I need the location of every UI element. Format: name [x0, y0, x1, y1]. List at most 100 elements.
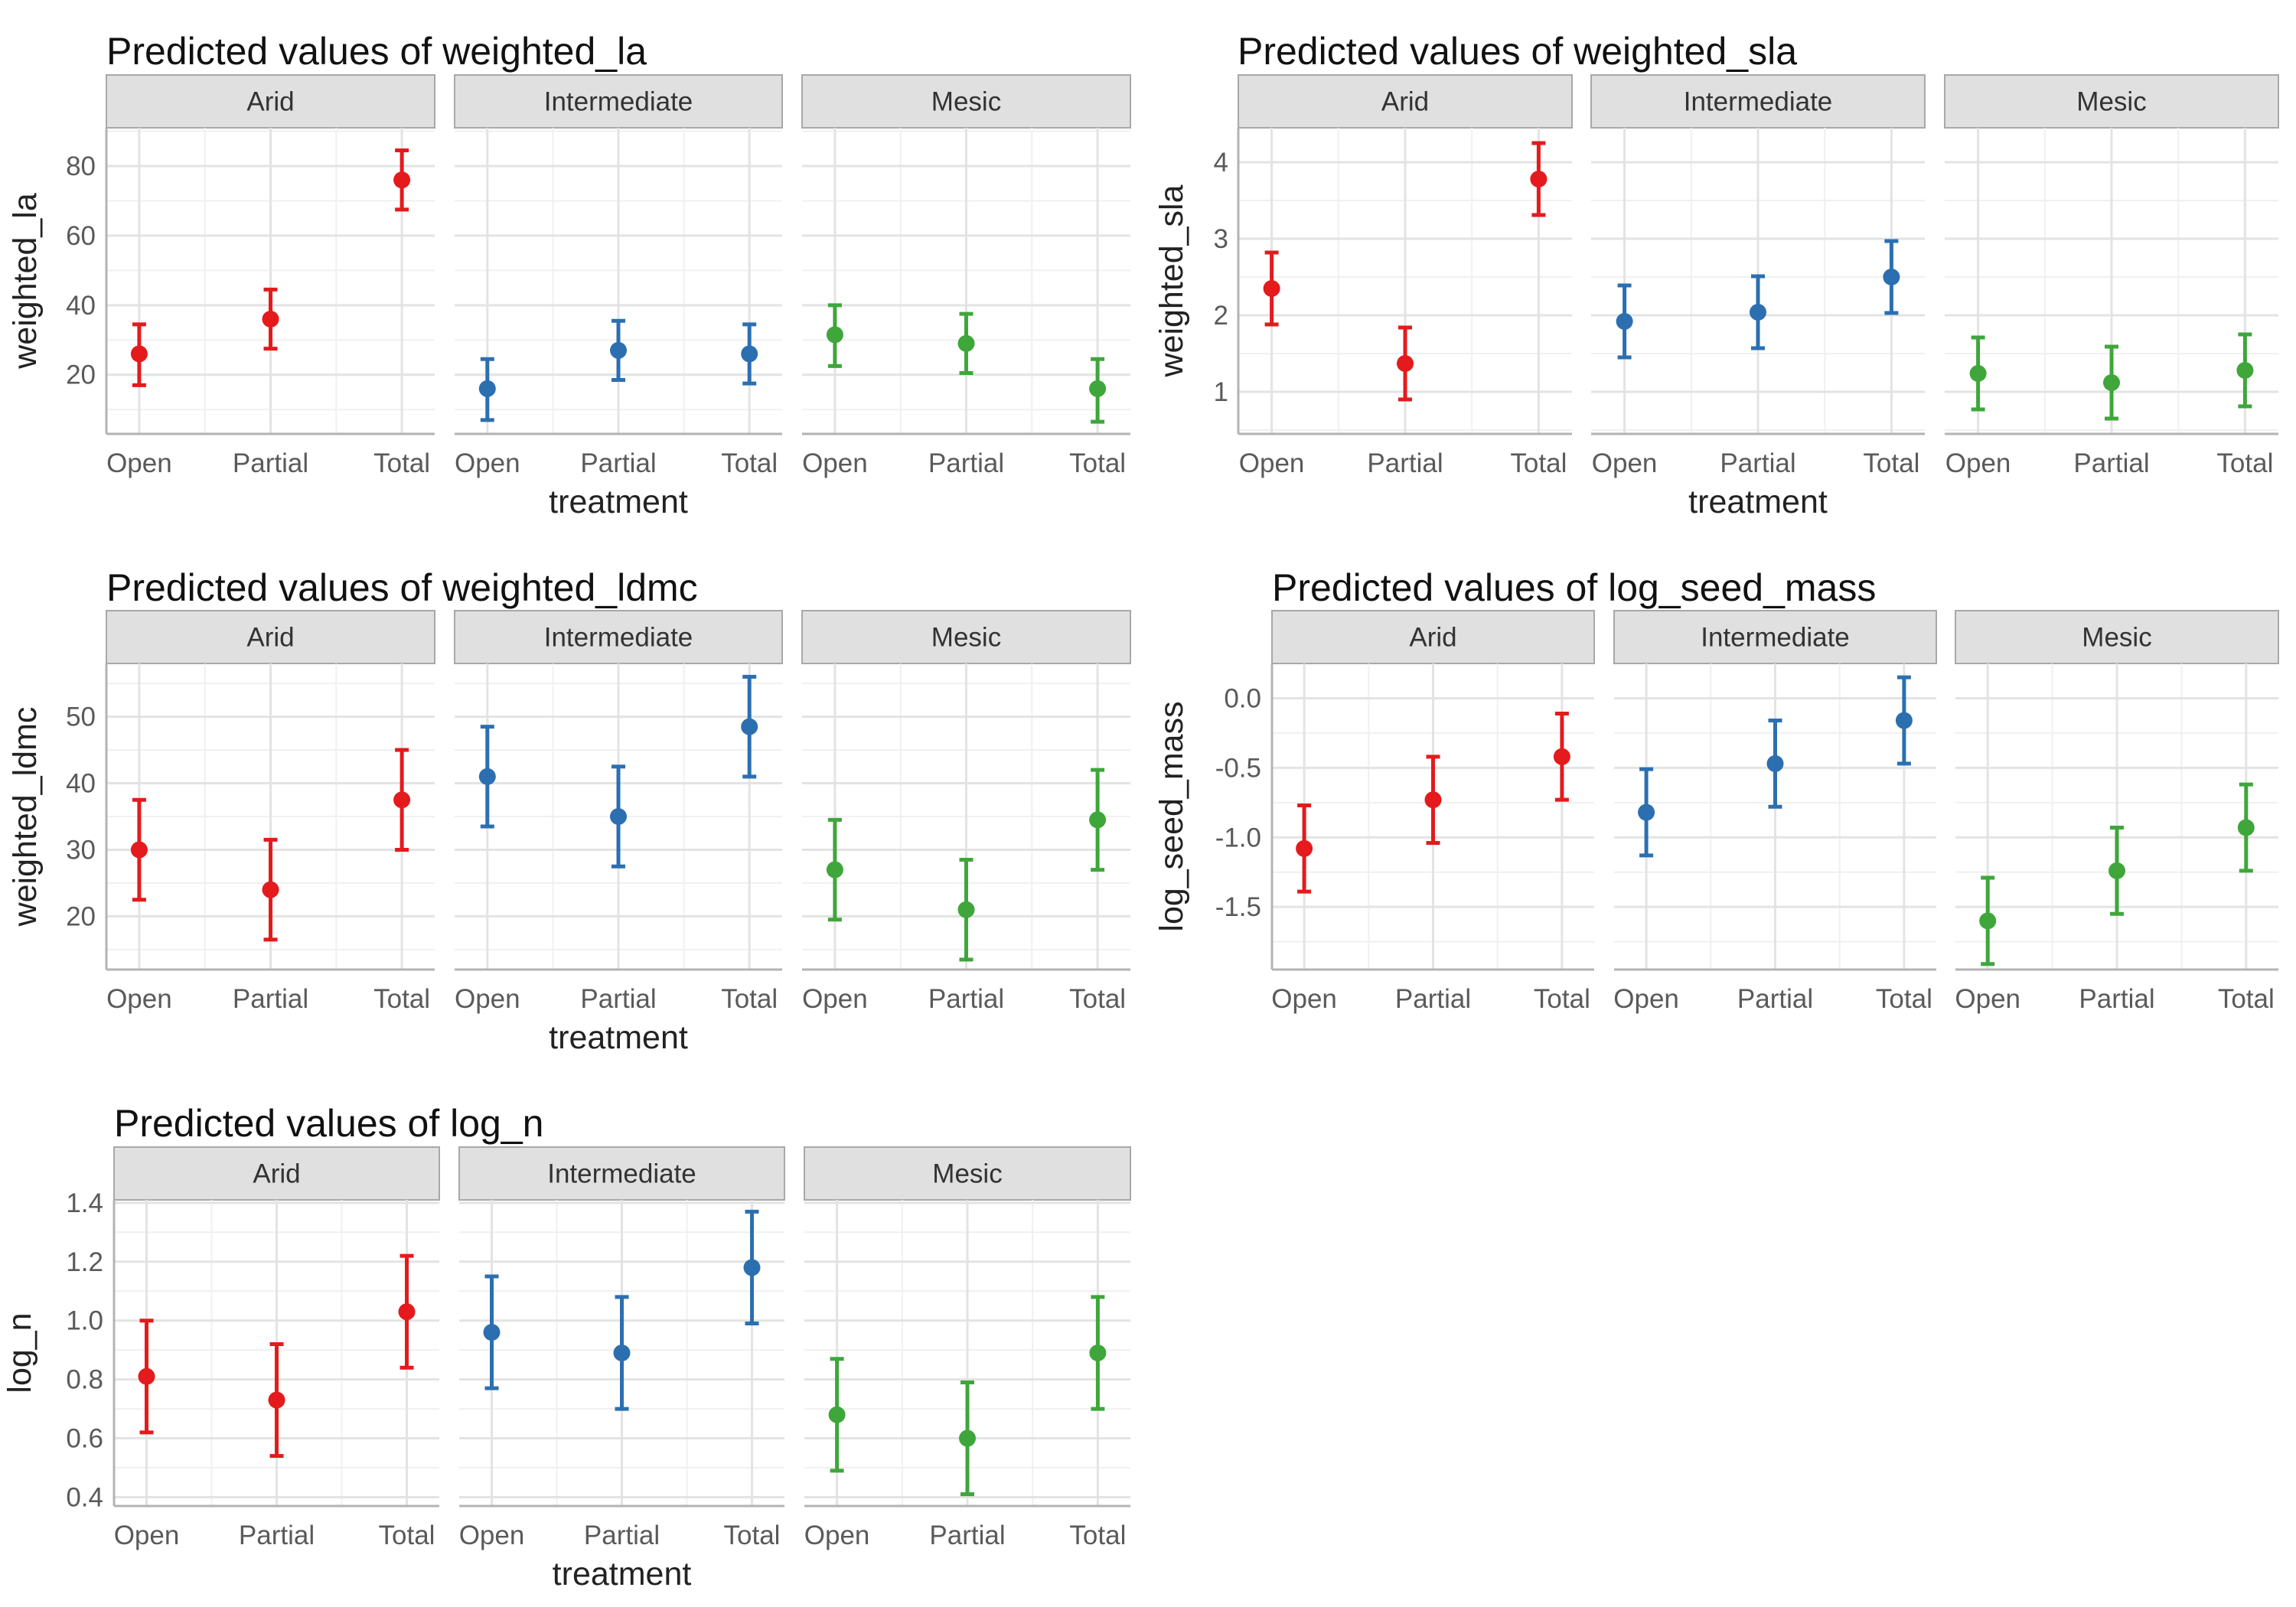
y-axis-title: weighted_sla [1153, 184, 1190, 377]
data-point [483, 1324, 501, 1341]
y-axis-title: weighted_la [7, 193, 44, 370]
data-point [828, 1406, 846, 1423]
facet-mesic: Mesic Open Partial Total [1944, 74, 2279, 478]
x-tick-label: Open [1592, 448, 1658, 478]
y-tick-label: -1.0 [1215, 823, 1261, 852]
x-tick-label: Total [1863, 448, 1919, 478]
x-tick-label: Partial [233, 984, 308, 1014]
data-point [262, 881, 279, 898]
x-axis-title: treatment [549, 1019, 688, 1056]
y-tick-label: 0.4 [66, 1482, 103, 1512]
data-point [393, 791, 411, 809]
x-axis-title: treatment [553, 1556, 692, 1592]
data-point [1089, 380, 1107, 397]
chart-title: Predicted values of weighted_ldmc [106, 566, 698, 609]
data-point [1089, 811, 1107, 829]
x-tick-label: Open [1239, 448, 1305, 478]
data-point [1296, 839, 1313, 857]
facet-intermediate: Intermediate Open Partial Total [454, 74, 783, 478]
y-tick-label: 50 [66, 702, 96, 732]
facet-mesic: Mesic Open Partial Total [804, 1146, 1131, 1550]
x-tick-label: Total [721, 984, 778, 1014]
y-tick-label: 1 [1214, 377, 1228, 407]
facet-label: Mesic [932, 1159, 1002, 1189]
data-point [478, 768, 496, 785]
x-tick-label: Open [1945, 448, 2011, 478]
facet-arid: Arid Open Partial Total [105, 74, 435, 478]
x-tick-label: Partial [2073, 448, 2149, 478]
y-tick-label: 40 [66, 291, 96, 321]
data-point [1530, 171, 1548, 187]
x-tick-label: Open [1271, 984, 1337, 1014]
facet-intermediate: Intermediate Open Partial Total [1590, 74, 1926, 478]
data-point [1766, 755, 1784, 772]
facet-label: Intermediate [1684, 87, 1833, 117]
data-point [959, 1429, 976, 1447]
y-tick-label: 4 [1214, 148, 1228, 178]
y-tick-label: 0.8 [66, 1365, 103, 1395]
x-axis-title: treatment [549, 484, 688, 520]
chart-title: Predicted values of log_seed_mass [1272, 566, 1876, 609]
data-point [1979, 912, 1997, 930]
data-point [1616, 313, 1633, 330]
x-tick-label: Total [1069, 984, 1126, 1014]
x-tick-label: Total [2216, 448, 2273, 478]
x-tick-label: Partial [1737, 984, 1813, 1014]
x-tick-label: Total [1069, 448, 1126, 478]
data-point [1553, 748, 1570, 765]
data-point [1263, 280, 1280, 297]
data-point [741, 345, 758, 363]
data-point [130, 841, 148, 859]
data-point [1397, 355, 1414, 372]
facet-label: Arid [246, 623, 294, 653]
facet-arid: Arid Open Partial Total [1270, 610, 1595, 1014]
chart-4: Predicted values of log_seed_mass Arid Ope… [1153, 566, 2279, 1014]
facet-arid: Arid Open Partial Total [1237, 74, 1573, 478]
facet-label: Arid [253, 1159, 300, 1189]
data-point [478, 380, 496, 397]
x-tick-label: Partial [239, 1521, 315, 1550]
y-tick-label: 60 [66, 221, 96, 251]
chart-2: Predicted values of weighted_sla Arid Open… [1153, 30, 2279, 520]
x-tick-label: Total [724, 1521, 781, 1550]
y-tick-label: 0.0 [1224, 683, 1261, 713]
x-tick-label: Total [373, 448, 430, 478]
y-tick-label: -1.5 [1215, 892, 1261, 922]
facet-strip [113, 1146, 440, 1201]
data-point [743, 1259, 761, 1276]
y-tick-label: 20 [66, 360, 96, 390]
data-point [826, 861, 843, 878]
data-point [1638, 804, 1655, 821]
x-axis-title: treatment [1688, 484, 1828, 520]
facet-mesic: Mesic Open Partial Total [801, 610, 1131, 1014]
x-tick-label: Open [459, 1521, 525, 1550]
facet-intermediate: Intermediate Open Partial Total [454, 610, 783, 1014]
facet-strip [106, 610, 435, 664]
y-tick-label: 80 [66, 152, 96, 181]
y-tick-label: 0.6 [66, 1424, 103, 1454]
data-point [741, 718, 758, 735]
data-point [1895, 712, 1913, 729]
y-axis-title: weighted_ldmc [7, 707, 44, 927]
x-tick-label: Open [106, 984, 172, 1014]
data-point [2237, 819, 2255, 836]
x-tick-label: Partial [929, 1521, 1005, 1550]
data-point [957, 901, 975, 918]
facet-label: Mesic [2082, 623, 2151, 653]
data-point [138, 1367, 155, 1385]
facet-label: Intermediate [544, 87, 693, 117]
x-tick-label: Open [106, 448, 172, 478]
chart-title: Predicted values of weighted_sla [1238, 30, 1797, 73]
x-tick-label: Total [379, 1521, 435, 1550]
facet-arid: Arid Open Partial Total [105, 610, 435, 1014]
x-tick-label: Open [455, 448, 520, 478]
x-tick-label: Total [2218, 984, 2275, 1014]
facet-strip [1955, 610, 2279, 664]
facet-strip [801, 610, 1131, 664]
data-point [1883, 269, 1900, 285]
x-tick-label: Open [1955, 984, 2020, 1014]
facet-strip [1271, 610, 1595, 664]
facet-strip [1238, 74, 1573, 129]
facet-label: Intermediate [544, 623, 693, 653]
